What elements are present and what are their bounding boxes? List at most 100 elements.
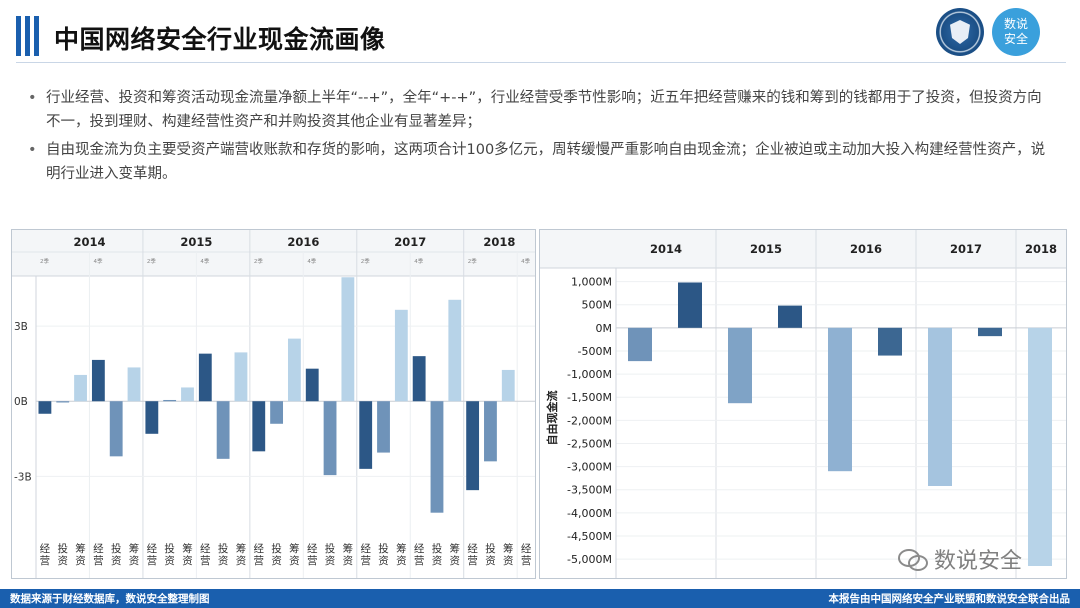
y-tick-label: -500M: [578, 345, 612, 358]
year-label: 2018: [483, 235, 515, 249]
badge-text-line2: 安全: [1003, 32, 1028, 46]
category-label: 投资: [432, 542, 443, 567]
cashflow-bar: [323, 401, 337, 476]
bullet-item: 行业经营、投资和筹资活动现金流量净额上半年“--+”，全年“+-+”，行业经营受…: [28, 86, 1048, 134]
category-label: 筹资: [182, 542, 193, 567]
cashflow-bar: [198, 353, 212, 402]
period-label: 4季: [93, 257, 102, 265]
year-label: 2015: [180, 235, 212, 249]
period-label: 2季: [468, 257, 477, 265]
cashflow-bar: [484, 401, 497, 462]
year-label: 2015: [750, 242, 782, 256]
wechat-icon: [898, 547, 928, 571]
y-tick-label: 3B: [14, 321, 28, 333]
period-label: 2季: [254, 257, 263, 265]
alliance-seal-logo: [936, 8, 984, 56]
cashflow-bar: [252, 401, 266, 452]
y-tick-label: -3,500M: [567, 484, 612, 497]
year-label: 2018: [1025, 242, 1057, 256]
cashflow-bar: [38, 401, 52, 414]
bullet-item: 自由现金流为负主要受资产端营收账款和存货的影响，这两项合计100多亿元，周转缓慢…: [28, 138, 1048, 186]
y-tick-label: -2,500M: [567, 437, 612, 450]
free-cashflow-bar: [878, 327, 902, 356]
category-label: 经营: [360, 542, 371, 567]
cashflow-bar: [287, 338, 301, 402]
cashflow-bar-chart: 2014 2季 4季 2015 2季 4季 2016 2季 4季 2017 2季 4季 2018 2季 4季…: [12, 230, 535, 578]
footer-source: 数据来源于财经数据库，数说安全整理制图: [10, 593, 210, 605]
cashflow-bar: [448, 299, 462, 402]
cashflow-bar: [466, 401, 480, 491]
category-label: 经营: [93, 542, 104, 567]
cashflow-bar: [341, 277, 355, 402]
category-label: 筹资: [343, 542, 354, 567]
cashflow-bar: [305, 368, 319, 402]
category-label: 经营: [40, 542, 51, 567]
category-label: 投资: [164, 542, 175, 567]
badge-text-line1: 数说: [1003, 17, 1028, 31]
category-label: 经营: [467, 542, 478, 567]
watermark-text: 数说安全: [934, 549, 1023, 574]
y-tick-label: 1,000M: [571, 276, 612, 289]
period-label: 2季: [147, 257, 156, 265]
brand-badge-logo: 数说 安全: [992, 8, 1040, 56]
cashflow-bar: [430, 401, 444, 513]
year-label: 2014: [650, 242, 682, 256]
period-label: 2季: [361, 257, 370, 265]
free-cashflow-bar: [978, 327, 1002, 337]
period-label: 4季: [414, 257, 423, 265]
category-label: 投资: [271, 542, 282, 567]
free-cashflow-bar: [678, 282, 702, 328]
cashflow-bar: [127, 367, 141, 402]
y-tick-label: -3,000M: [567, 461, 612, 474]
category-label: 筹资: [75, 542, 86, 567]
category-label: 投资: [325, 542, 336, 567]
y-tick-label: -1,500M: [567, 391, 612, 404]
category-label: 筹资: [129, 542, 140, 567]
wechat-watermark: 数说安全: [898, 543, 1022, 575]
category-label: 筹资: [503, 542, 513, 567]
cashflow-bar: [394, 309, 408, 402]
category-label: 筹资: [236, 542, 247, 567]
category-label: 筹资: [289, 542, 300, 567]
category-label: 投资: [485, 542, 496, 567]
y-axis-title: 自由现金流: [545, 391, 559, 446]
category-label: 经营: [307, 542, 318, 567]
year-label: 2017: [394, 235, 426, 249]
free-cashflow-chart-panel: 2014 2015 2016 2017 2018 1,000M 500M 0M -500M -1,…: [539, 229, 1067, 579]
free-cashflow-bar: [728, 327, 752, 404]
cashflow-bar: [109, 401, 123, 457]
cashflow-bar: [91, 359, 105, 402]
cashflow-bar: [270, 401, 284, 424]
category-label: 筹资: [396, 542, 407, 567]
cashflow-bar: [234, 352, 248, 402]
free-cashflow-bar: [928, 327, 952, 486]
cashflow-bar: [56, 401, 70, 403]
category-label: 经营: [521, 542, 532, 567]
free-cashflow-bar: [778, 305, 802, 328]
summary-bullets: 行业经营、投资和筹资活动现金流量净额上半年“--+”，全年“+-+”，行业经营受…: [28, 86, 1048, 190]
cashflow-bar: [359, 401, 373, 469]
y-tick-label: -4,500M: [567, 530, 612, 543]
cashflow-chart-panel: 2014 2季 4季 2015 2季 4季 2016 2季 4季 2017 2季 4季 2018 2季 4季…: [11, 229, 536, 579]
free-cashflow-bar: [828, 327, 852, 472]
cashflow-bar: [501, 369, 515, 402]
category-label: 经营: [147, 542, 158, 567]
y-tick-label: 500M: [582, 299, 613, 312]
cashflow-bar: [163, 399, 177, 402]
category-label: 投资: [57, 542, 68, 567]
page-title: 中国网络安全行业现金流画像: [54, 25, 386, 54]
free-cashflow-bar-chart: 2014 2015 2016 2017 2018 1,000M 500M 0M -500M -1,…: [540, 230, 1066, 578]
y-tick-label: -4,000M: [567, 507, 612, 520]
cashflow-bar: [412, 356, 426, 402]
year-label: 2016: [850, 242, 882, 256]
title-divider: [16, 62, 1066, 63]
period-label: 4季: [200, 257, 209, 265]
cashflow-bar: [74, 374, 87, 402]
free-cashflow-bar: [1028, 327, 1052, 566]
year-label: 2017: [950, 242, 982, 256]
year-label: 2014: [73, 235, 105, 249]
year-header-band: [12, 230, 535, 276]
category-label: 经营: [254, 542, 265, 567]
category-label: 投资: [378, 542, 389, 567]
period-label: 4季: [521, 257, 530, 265]
